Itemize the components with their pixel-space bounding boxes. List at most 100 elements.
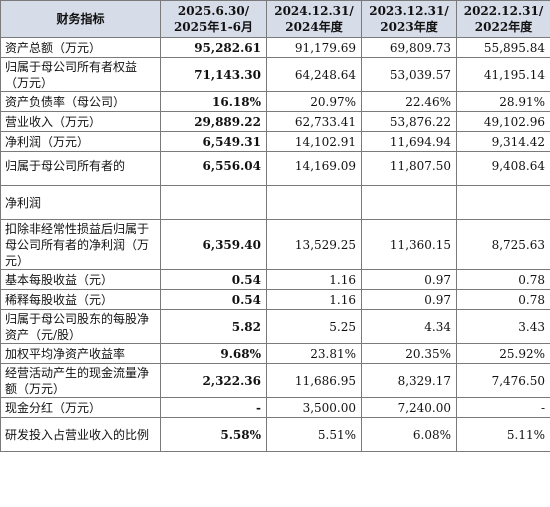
header-2025h1: 2025.6.30/2025年1-6月 bbox=[160, 0, 267, 38]
row-label: 经营活动产生的现金流量净额（万元） bbox=[0, 363, 161, 398]
header-text: 2023年度 bbox=[380, 20, 438, 34]
table-header-row: 财务指标 2025.6.30/2025年1-6月 2024.12.31/2024… bbox=[0, 0, 550, 38]
financial-indicators-table: 财务指标 2025.6.30/2025年1-6月 2024.12.31/2024… bbox=[0, 0, 550, 452]
header-2024: 2024.12.31/2024年度 bbox=[266, 0, 362, 38]
cell-value: 9.68% bbox=[160, 343, 267, 364]
cell-value: 0.78 bbox=[456, 289, 550, 310]
table-row: 净利润（万元） 6,549.31 14,102.91 11,694.94 9,3… bbox=[0, 131, 550, 152]
cell-value: 91,179.69 bbox=[266, 37, 362, 58]
cell-value: 0.54 bbox=[160, 289, 267, 310]
row-label: 现金分红（万元） bbox=[0, 397, 161, 418]
cell-value: 1.16 bbox=[266, 289, 362, 310]
row-label: 归属于母公司股东的每股净资产（元/股） bbox=[0, 309, 161, 344]
cell-value: 71,143.30 bbox=[160, 57, 267, 92]
cell-value: 5.58% bbox=[160, 417, 267, 452]
cell-value: 0.54 bbox=[160, 269, 267, 290]
table-row: 资产总额（万元） 95,282.61 91,179.69 69,809.73 5… bbox=[0, 37, 550, 58]
table-row: 归属于母公司股东的每股净资产（元/股） 5.82 5.25 4.34 3.43 bbox=[0, 309, 550, 344]
cell-value: 6.08% bbox=[361, 417, 457, 452]
cell-value: 16.18% bbox=[160, 91, 267, 112]
row-label: 加权平均净资产收益率 bbox=[0, 343, 161, 364]
cell-value: 6,549.31 bbox=[160, 131, 267, 152]
cell-value: 13,529.25 bbox=[266, 219, 362, 270]
header-text: 2022年度 bbox=[474, 20, 533, 34]
cell-value: 4.34 bbox=[361, 309, 457, 344]
cell-value: 69,809.73 bbox=[361, 37, 457, 58]
table-row: 资产负债率（母公司） 16.18% 20.97% 22.46% 28.91% bbox=[0, 91, 550, 112]
header-indicator: 财务指标 bbox=[0, 0, 161, 38]
cell-value: 9,408.64 bbox=[456, 151, 550, 186]
table-row: 稀释每股收益（元） 0.54 1.16 0.97 0.78 bbox=[0, 289, 550, 310]
row-label: 研发投入占营业收入的比例 bbox=[0, 417, 161, 452]
cell-value: 28.91% bbox=[456, 91, 550, 112]
header-text: 2022.12.31/ bbox=[463, 4, 544, 18]
cell-value: 22.46% bbox=[361, 91, 457, 112]
row-label: 基本每股收益（元） bbox=[0, 269, 161, 290]
cell-value: 55,895.84 bbox=[456, 37, 550, 58]
cell-value: 0.78 bbox=[456, 269, 550, 290]
cell-value: 3,500.00 bbox=[266, 397, 362, 418]
cell-value: 7,240.00 bbox=[361, 397, 457, 418]
cell-value: 6,359.40 bbox=[160, 219, 267, 270]
row-label: 归属于母公司所有者的 bbox=[0, 151, 161, 186]
cell-value: 11,694.94 bbox=[361, 131, 457, 152]
cell-value: 49,102.96 bbox=[456, 111, 550, 132]
table-row: 研发投入占营业收入的比例 5.58% 5.51% 6.08% 5.11% bbox=[0, 417, 550, 452]
cell-value: 14,169.09 bbox=[266, 151, 362, 186]
header-2022: 2022.12.31/2022年度 bbox=[456, 0, 550, 38]
header-text: 2025.6.30/ bbox=[177, 4, 250, 18]
cell-value: 5.25 bbox=[266, 309, 362, 344]
header-2023: 2023.12.31/2023年度 bbox=[361, 0, 457, 38]
cell-value: 5.82 bbox=[160, 309, 267, 344]
cell-value: 1.16 bbox=[266, 269, 362, 290]
cell-value: - bbox=[456, 397, 550, 418]
cell-value: 25.92% bbox=[456, 343, 550, 364]
cell-value: 3.43 bbox=[456, 309, 550, 344]
cell-value: 8,725.63 bbox=[456, 219, 550, 270]
cell-value: - bbox=[160, 397, 267, 418]
cell-value: 41,195.14 bbox=[456, 57, 550, 92]
row-label: 扣除非经常性损益后归属于母公司所有者的净利润（万元） bbox=[0, 219, 161, 270]
cell-value bbox=[160, 185, 267, 220]
row-label: 归属于母公司所有者权益（万元） bbox=[0, 57, 161, 92]
header-text: 2023.12.31/ bbox=[369, 4, 449, 18]
cell-value: 5.51% bbox=[266, 417, 362, 452]
cell-value: 14,102.91 bbox=[266, 131, 362, 152]
cell-value: 11,686.95 bbox=[266, 363, 362, 398]
cell-value: 9,314.42 bbox=[456, 131, 550, 152]
table-row: 营业收入（万元） 29,889.22 62,733.41 53,876.22 4… bbox=[0, 111, 550, 132]
row-label: 净利润（万元） bbox=[0, 131, 161, 152]
header-text: 财务指标 bbox=[56, 12, 105, 26]
table-row: 净利润 bbox=[0, 185, 550, 220]
cell-value: 29,889.22 bbox=[160, 111, 267, 132]
header-text: 2024.12.31/ bbox=[274, 4, 354, 18]
cell-value: 5.11% bbox=[456, 417, 550, 452]
table-row: 加权平均净资产收益率 9.68% 23.81% 20.35% 25.92% bbox=[0, 343, 550, 364]
header-text: 2025年1-6月 bbox=[173, 20, 254, 34]
table-row: 扣除非经常性损益后归属于母公司所有者的净利润（万元） 6,359.40 13,5… bbox=[0, 219, 550, 270]
cell-value: 64,248.64 bbox=[266, 57, 362, 92]
row-label: 营业收入（万元） bbox=[0, 111, 161, 132]
row-label: 资产总额（万元） bbox=[0, 37, 161, 58]
table-row: 现金分红（万元） - 3,500.00 7,240.00 - bbox=[0, 397, 550, 418]
cell-value: 11,360.15 bbox=[361, 219, 457, 270]
cell-value bbox=[266, 185, 362, 220]
cell-value: 62,733.41 bbox=[266, 111, 362, 132]
header-text: 2024年度 bbox=[285, 20, 343, 34]
cell-value: 0.97 bbox=[361, 269, 457, 290]
cell-value: 23.81% bbox=[266, 343, 362, 364]
cell-value: 11,807.50 bbox=[361, 151, 457, 186]
cell-value: 53,876.22 bbox=[361, 111, 457, 132]
cell-value: 7,476.50 bbox=[456, 363, 550, 398]
cell-value: 20.35% bbox=[361, 343, 457, 364]
table-row: 归属于母公司所有者权益（万元） 71,143.30 64,248.64 53,0… bbox=[0, 57, 550, 92]
table-row: 经营活动产生的现金流量净额（万元） 2,322.36 11,686.95 8,3… bbox=[0, 363, 550, 398]
table-row: 基本每股收益（元） 0.54 1.16 0.97 0.78 bbox=[0, 269, 550, 290]
cell-value: 53,039.57 bbox=[361, 57, 457, 92]
cell-value bbox=[456, 185, 550, 220]
row-label: 净利润 bbox=[0, 185, 161, 220]
row-label: 资产负债率（母公司） bbox=[0, 91, 161, 112]
cell-value: 95,282.61 bbox=[160, 37, 267, 58]
cell-value: 8,329.17 bbox=[361, 363, 457, 398]
cell-value: 20.97% bbox=[266, 91, 362, 112]
